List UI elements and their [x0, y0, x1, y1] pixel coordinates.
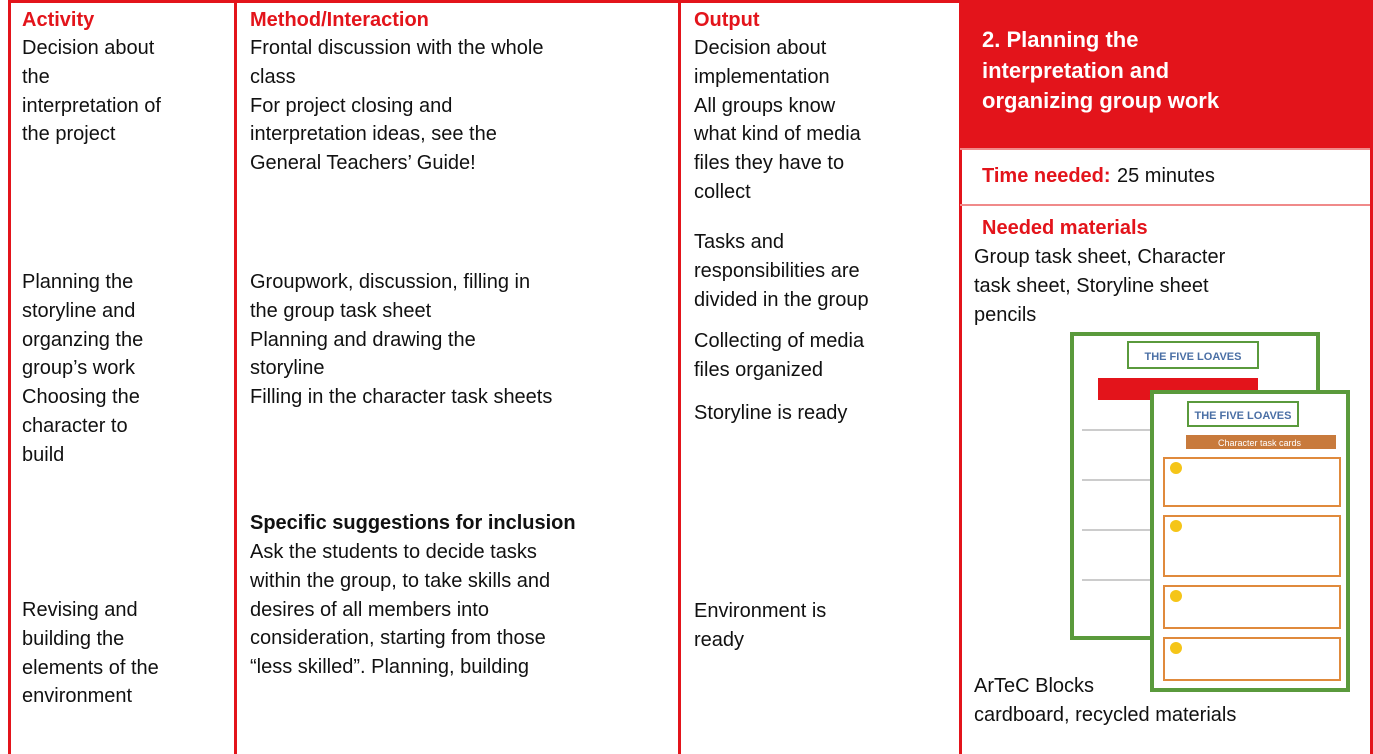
right-border [1370, 2, 1373, 754]
materials-heading: Needed materials [982, 217, 1148, 239]
cell-text: the [22, 65, 50, 88]
cell-text: Frontal discussion with the whole [250, 37, 544, 59]
cell-text: building the [22, 627, 125, 650]
cell-text: All groups know [694, 94, 836, 117]
cell-text: Tasks and [694, 231, 785, 253]
card-sheet-title: THE FIVE LOAVES [1195, 410, 1292, 422]
cell-text: build [22, 443, 65, 466]
cell-text: For project closing and [250, 94, 453, 117]
column-border [8, 2, 11, 754]
column-heading: Activity [22, 9, 95, 31]
cell-text: Revising and [22, 599, 138, 621]
cell-text: character to [22, 415, 128, 437]
column-heading: Output [694, 9, 760, 31]
cell-text: organzing the [22, 328, 144, 351]
column-heading: Method/Interaction [250, 9, 429, 31]
cell-text: responsibilities are [694, 259, 860, 282]
column-border [678, 2, 681, 754]
cell-text: group’s work [22, 357, 136, 380]
cell-text: General Teachers’ Guide! [250, 152, 476, 175]
sheet-title: THE FIVE LOAVES [1145, 351, 1242, 363]
cell-text: Decision about [694, 37, 827, 59]
cell-text: elements of the [22, 656, 159, 679]
cell-text: the project [22, 123, 116, 146]
materials-text: task sheet, Storyline sheet [974, 274, 1209, 297]
materials-text: Group task sheet, Character [974, 246, 1226, 268]
cell-text: “less skilled”. Planning, building [250, 656, 530, 679]
cell-text: files organized [694, 358, 823, 381]
worksheet-image: THE FIVE LOAVES THE FIVE LOAVES Characte… [1070, 332, 1350, 692]
card-heading: Character task cards [1218, 438, 1302, 448]
column-border [234, 2, 237, 754]
cell-text: Groupwork, discussion, filling in [250, 271, 531, 293]
cell-text: Filling in the character task sheets [250, 386, 553, 409]
cell-text: divided in the group [694, 288, 869, 311]
cell-text: Ask the students to decide tasks [250, 541, 537, 563]
cell-text: class [250, 65, 296, 88]
cell-text: desires of all members into [250, 598, 489, 621]
separator [960, 148, 1373, 150]
cell-text: collect [694, 181, 751, 203]
cell-text: Planning the [22, 271, 134, 293]
cell-text: interpretation of [22, 94, 161, 117]
materials-text: cardboard, recycled materials [974, 703, 1237, 726]
cell-text: files they have to [694, 152, 845, 175]
materials-text: pencils [974, 303, 1037, 326]
cell-text: Decision about [22, 37, 155, 59]
time-value: 25 minutes [1117, 165, 1215, 187]
cell-text: what kind of media [694, 123, 861, 146]
separator [960, 204, 1373, 206]
cell-text: ready [694, 628, 745, 651]
cell-text: Planning and drawing the [250, 328, 476, 351]
panel-title: organizing group work [982, 88, 1220, 113]
cell-text: Storyline is ready [694, 402, 848, 424]
cell-text: Collecting of media [694, 330, 865, 352]
top-border [8, 0, 1373, 3]
cell-text: within the group, to take skills and [250, 569, 551, 592]
cell-text: interpretation ideas, see the [250, 123, 497, 146]
time-label: Time needed: [982, 165, 1111, 187]
column-border [959, 2, 962, 754]
materials-text: ArTeC Blocks [974, 675, 1095, 697]
panel-title: 2. Planning the [982, 27, 1139, 52]
inclusion-heading: Specific suggestions for inclusion [250, 512, 576, 534]
cell-text: implementation [694, 65, 830, 88]
panel-header [960, 2, 1373, 148]
cell-text: storyline and [22, 299, 136, 322]
cell-text: environment [22, 685, 133, 708]
panel-title: interpretation and [982, 57, 1170, 83]
cell-text: the group task sheet [250, 299, 432, 322]
cell-text: consideration, starting from those [250, 627, 546, 650]
cell-text: Choosing the [22, 386, 140, 409]
cell-text: Environment is [694, 600, 827, 622]
cell-text: storyline [250, 357, 325, 380]
